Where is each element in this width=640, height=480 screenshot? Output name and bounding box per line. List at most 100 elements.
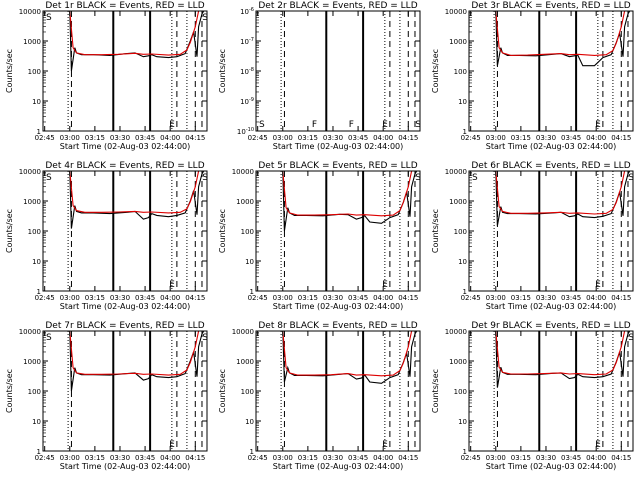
x-tick-label: 03:15	[85, 134, 105, 142]
plot-frame	[468, 330, 634, 452]
segment-label: S	[628, 333, 634, 343]
x-tick-label: 04:15	[398, 134, 418, 142]
lld-line	[69, 330, 200, 376]
y-axis-label: Counts/sec	[431, 369, 440, 413]
y-axis-label: Counts/sec	[5, 369, 14, 413]
lld-line	[69, 10, 200, 56]
panel-title: Det 4r BLACK = Events, RED = LLD	[45, 161, 204, 171]
events-line	[69, 330, 205, 392]
x-tick-label: 02:45	[248, 134, 268, 142]
y-tick-label: 10000	[445, 328, 467, 336]
x-tick-label: 03:00	[60, 454, 80, 462]
plot-frame	[42, 10, 208, 132]
panel-title: Det 6r BLACK = Events, RED = LLD	[471, 161, 630, 171]
x-tick-label: 03:15	[298, 134, 318, 142]
y-tick-label: 1	[37, 448, 41, 456]
x-tick-label: 03:30	[536, 454, 556, 462]
x-tick-label: 04:00	[160, 294, 180, 302]
segment-label: S	[202, 173, 208, 183]
panel-title: Det 5r BLACK = Events, RED = LLD	[258, 161, 417, 171]
segment-label: E	[169, 440, 175, 450]
x-tick-label: 03:30	[110, 294, 130, 302]
x-tick-label: 03:00	[486, 134, 506, 142]
x-axis-label: Start Time (02-Aug-03 02:44:00)	[273, 302, 404, 311]
x-tick-label: 03:15	[511, 294, 531, 302]
y-tick-label: 10-6	[240, 7, 254, 16]
x-axis-label: Start Time (02-Aug-03 02:44:00)	[60, 142, 191, 151]
y-tick-label: 10	[458, 418, 467, 426]
y-tick-label: 100	[28, 388, 41, 396]
y-axis-label: Counts/sec	[5, 49, 14, 93]
x-axis-label: Start Time (02-Aug-03 02:44:00)	[60, 302, 191, 311]
x-tick-label: 03:45	[561, 294, 581, 302]
x-tick-label: 03:15	[298, 294, 318, 302]
x-tick-label: 03:15	[511, 134, 531, 142]
y-tick-label: 10000	[19, 328, 41, 336]
x-tick-label: 03:00	[273, 454, 293, 462]
segment-label: E	[169, 280, 175, 290]
y-axis-label: Counts/sec	[218, 209, 227, 253]
events-line	[495, 10, 631, 67]
x-tick-label: 03:30	[323, 454, 343, 462]
y-tick-label: 10	[458, 258, 467, 266]
y-tick-label: 1	[250, 448, 254, 456]
x-tick-label: 03:15	[298, 454, 318, 462]
x-tick-label: 04:15	[611, 294, 631, 302]
x-tick-label: 04:15	[185, 294, 205, 302]
panel-det-3: Det 3r BLACK = Events, RED = LLD E 02:45 03…	[431, 1, 634, 151]
plot-frame	[468, 170, 634, 292]
x-tick-label: 04:00	[586, 134, 606, 142]
y-tick-label: 1000	[449, 198, 467, 206]
y-tick-label: 10-8	[240, 67, 254, 76]
x-tick-label: 03:15	[85, 454, 105, 462]
panel-title: Det 1r BLACK = Events, RED = LLD	[45, 1, 204, 11]
plot-frame	[42, 330, 208, 452]
y-tick-label: 10000	[445, 8, 467, 16]
x-tick-label: 02:45	[461, 134, 481, 142]
y-tick-label: 1000	[449, 358, 467, 366]
x-tick-label: 04:00	[586, 454, 606, 462]
panel-det-7: Det 7r BLACK = Events, RED = LLD S E S 02:45…	[5, 321, 208, 471]
y-tick-label: 10	[32, 98, 41, 106]
y-tick-label: 10000	[19, 8, 41, 16]
segment-label: E	[595, 120, 601, 130]
x-tick-label: 03:30	[536, 294, 556, 302]
x-tick-label: 03:00	[60, 294, 80, 302]
segment-label: S	[46, 13, 52, 23]
y-tick-label: 100	[28, 68, 41, 76]
panel-title: Det 7r BLACK = Events, RED = LLD	[45, 321, 204, 331]
x-axis-label: Start Time (02-Aug-03 02:44:00)	[273, 142, 404, 151]
plot-frame	[255, 170, 421, 292]
x-tick-label: 02:45	[248, 294, 268, 302]
panel-title: Det 2r BLACK = Events, RED = LLD	[258, 1, 417, 11]
x-tick-label: 03:00	[60, 134, 80, 142]
x-tick-label: 04:15	[185, 454, 205, 462]
y-tick-label: 1000	[23, 38, 41, 46]
segment-label: S	[472, 173, 478, 183]
panel-det-8: Det 8r BLACK = Events, RED = LLD E 02:45 03…	[218, 321, 421, 471]
y-tick-label: 10	[245, 258, 254, 266]
x-tick-label: 02:45	[35, 454, 55, 462]
panel-det-6: Det 6r BLACK = Events, RED = LLD S E S 02:45…	[431, 161, 634, 311]
segment-label: S	[415, 173, 421, 183]
segment-label: E	[595, 280, 601, 290]
y-tick-label: 1000	[23, 358, 41, 366]
x-tick-label: 03:45	[561, 134, 581, 142]
segment-label: S	[259, 120, 265, 130]
x-axis-label: Start Time (02-Aug-03 02:44:00)	[486, 302, 617, 311]
segment-label: F	[312, 120, 317, 130]
lld-line	[69, 170, 200, 214]
panel-det-4: Det 4r BLACK = Events, RED = LLD S E S 02:45…	[5, 161, 208, 311]
y-tick-label: 1	[37, 288, 41, 296]
y-tick-label: 10000	[445, 168, 467, 176]
y-tick-label: 10-10	[237, 127, 254, 136]
events-line	[69, 10, 205, 72]
x-tick-label: 03:30	[110, 454, 130, 462]
events-line	[69, 170, 205, 229]
y-tick-label: 1	[463, 288, 467, 296]
panel-det-5: Det 5r BLACK = Events, RED = LLD E S 02:45 0…	[218, 161, 421, 311]
x-axis-label: Start Time (02-Aug-03 02:44:00)	[273, 462, 404, 471]
x-tick-label: 04:00	[373, 294, 393, 302]
x-tick-label: 03:45	[135, 294, 155, 302]
